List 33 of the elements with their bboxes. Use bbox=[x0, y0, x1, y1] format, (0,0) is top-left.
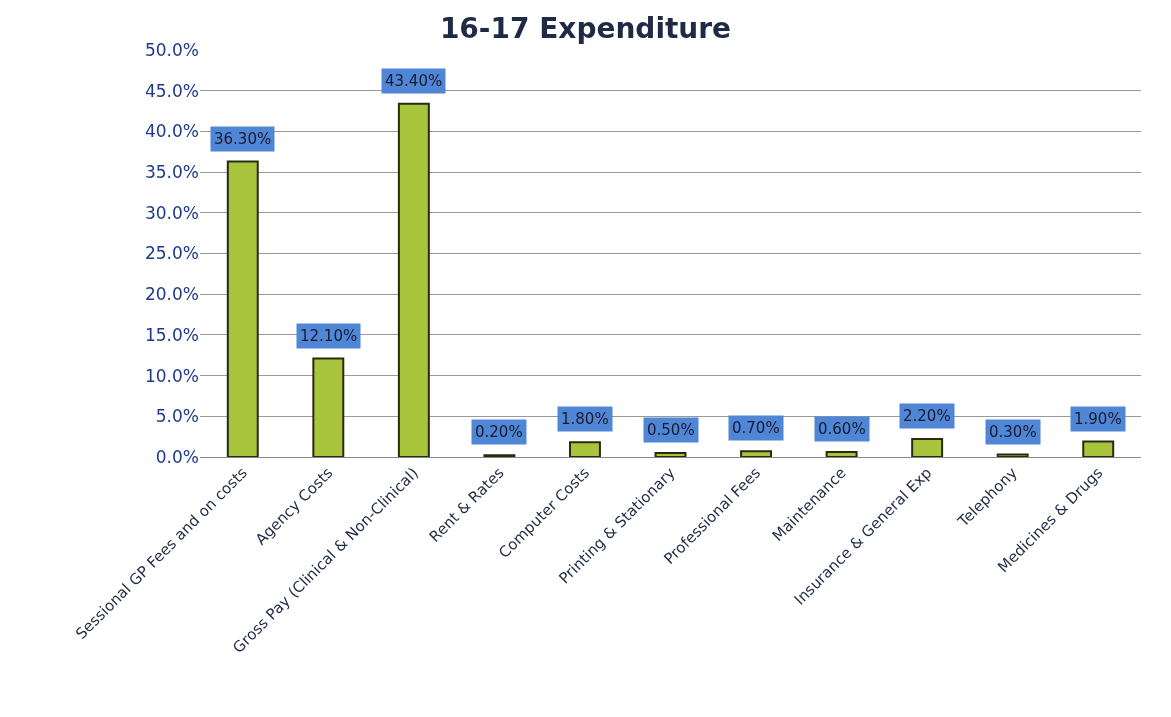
y-tick-label: 25.0% bbox=[144, 243, 199, 264]
bar bbox=[911, 438, 944, 457]
chart-title: 16-17 Expenditure bbox=[439, 11, 732, 45]
data-label: 1.90% bbox=[1074, 410, 1122, 428]
y-tick-label: 50.0% bbox=[144, 39, 199, 60]
data-label: 0.30% bbox=[989, 423, 1037, 441]
y-tick-label: 5.0% bbox=[155, 406, 199, 427]
bar bbox=[226, 160, 259, 457]
y-tick-label: 20.0% bbox=[144, 284, 199, 305]
data-label: 0.50% bbox=[647, 421, 695, 439]
y-tick-label: 40.0% bbox=[144, 121, 199, 142]
bar bbox=[568, 441, 601, 457]
bar bbox=[740, 450, 773, 457]
y-tick-label: 30.0% bbox=[144, 202, 199, 223]
bar bbox=[825, 451, 858, 457]
y-tick-label: 15.0% bbox=[144, 324, 199, 345]
data-label: 36.30% bbox=[214, 130, 272, 148]
bar bbox=[397, 102, 430, 457]
data-label: 12.10% bbox=[300, 327, 358, 345]
bar bbox=[1082, 440, 1115, 457]
y-tick-label: 45.0% bbox=[144, 80, 199, 101]
data-label: 1.80% bbox=[561, 410, 609, 428]
y-tick-label: 10.0% bbox=[144, 365, 199, 386]
bar bbox=[654, 451, 687, 457]
data-label: 0.60% bbox=[818, 420, 866, 438]
y-tick-label: 35.0% bbox=[144, 162, 199, 183]
bar bbox=[996, 453, 1029, 457]
data-label: 43.40% bbox=[385, 72, 443, 90]
data-label: 2.20% bbox=[903, 407, 951, 425]
y-tick-label: 0.0% bbox=[155, 446, 199, 467]
data-label: 0.70% bbox=[732, 419, 780, 437]
bar bbox=[312, 357, 345, 457]
data-label: 0.20% bbox=[475, 423, 523, 441]
